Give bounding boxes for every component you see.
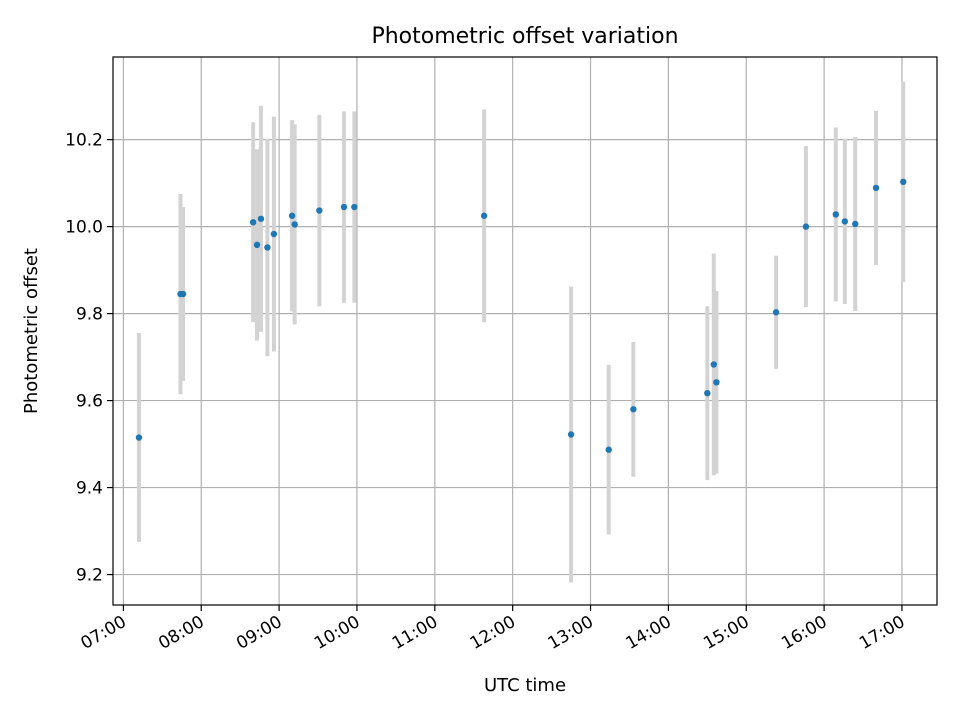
data-point — [179, 290, 187, 298]
data-point — [841, 218, 849, 225]
x-tick-label: 16:00 — [778, 612, 830, 654]
data-point — [772, 309, 780, 316]
y-tick-label: 9.4 — [76, 479, 103, 499]
data-point — [253, 241, 261, 249]
x-axis: 07:00 08:00 09:00 10:00 11:00 12:00 13:00 14:00… — [77, 605, 908, 654]
x-tick-label: 13:00 — [545, 612, 597, 654]
x-axis-label: UTC time — [484, 675, 566, 696]
x-tick-label: 09:00 — [233, 612, 285, 654]
data-point — [480, 212, 488, 219]
data-point — [257, 215, 265, 222]
data-point — [340, 203, 348, 211]
data-points — [135, 178, 907, 453]
data-point — [567, 431, 575, 438]
x-tick-label: 12:00 — [467, 612, 519, 654]
y-axis: 9.2 9.4 9.6 9.8 10.0 10.2 — [65, 131, 113, 586]
x-tick-label: 17:00 — [856, 612, 908, 654]
data-point — [832, 211, 839, 218]
data-point — [605, 446, 612, 453]
data-point — [288, 212, 296, 219]
data-point — [270, 230, 278, 238]
data-point — [713, 379, 720, 386]
y-tick-label: 9.8 — [76, 305, 103, 325]
x-tick-label: 14:00 — [622, 612, 674, 654]
data-point — [852, 220, 859, 228]
data-point — [351, 203, 358, 211]
grid — [113, 57, 937, 605]
data-point — [900, 178, 907, 186]
data-point — [802, 223, 810, 230]
plot-frame — [112, 56, 938, 606]
data-point — [316, 207, 323, 214]
data-point — [249, 219, 257, 226]
x-tick-label: 10:00 — [311, 612, 363, 654]
y-tick-label: 9.2 — [76, 566, 103, 586]
data-point — [872, 184, 880, 192]
data-point — [630, 406, 637, 413]
y-tick-label: 9.6 — [76, 392, 103, 412]
y-tick-label: 10.2 — [65, 131, 103, 151]
x-tick-label: 08:00 — [155, 612, 207, 654]
chart-title: Photometric offset variation — [371, 24, 678, 49]
y-tick-label: 10.0 — [65, 218, 103, 238]
data-point — [291, 221, 298, 228]
data-point — [264, 244, 271, 251]
data-point — [710, 361, 718, 368]
data-point — [135, 434, 143, 441]
error-bars — [136, 81, 906, 583]
data-point — [704, 389, 711, 397]
y-axis-label: Photometric offset — [21, 248, 42, 414]
x-tick-label: 07:00 — [77, 612, 129, 654]
x-tick-label: 15:00 — [700, 612, 752, 654]
x-tick-label: 11:00 — [389, 612, 441, 654]
